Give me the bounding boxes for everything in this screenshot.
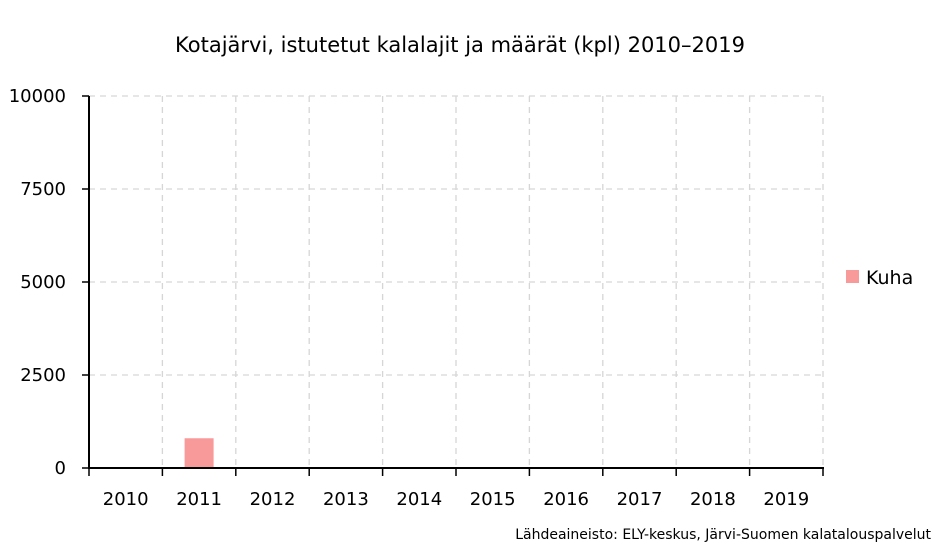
y-tick-label: 10000 [9,86,66,107]
y-tick-label: 5000 [20,272,66,293]
y-tick-label: 2500 [20,365,66,386]
bars [184,438,214,468]
x-tick-label: 2018 [690,489,736,510]
x-tick-label: 2010 [103,489,149,510]
x-tick-label: 2016 [543,489,589,510]
source-note: Lähdeaineisto: ELY-keskus, Järvi-Suomen … [515,527,931,543]
x-tick-label: 2012 [250,489,296,510]
x-tick-label: 2015 [470,489,516,510]
x-tick-label: 2019 [763,489,809,510]
y-tick-label: 7500 [20,179,66,200]
x-tick-label: 2017 [617,489,663,510]
x-tick-label: 2011 [176,489,222,510]
chart-title: Kotajärvi, istutetut kalalajit ja määrät… [175,33,745,57]
x-axis-ticks: 2010 2011 2012 2013 2014 2015 2016 2017 2018 2019 [103,489,809,510]
legend: Kuha [846,267,913,289]
legend-label-kuha: Kuha [866,267,913,289]
legend-swatch-kuha [846,270,859,283]
x-tick-label: 2013 [323,489,369,510]
y-tick-label: 0 [55,458,66,479]
y-axis-ticks: 0 2500 5000 7500 10000 [9,86,66,479]
bar-2011 [184,438,214,468]
axes [82,95,824,476]
x-tick-label: 2014 [396,489,442,510]
grid [89,95,824,468]
